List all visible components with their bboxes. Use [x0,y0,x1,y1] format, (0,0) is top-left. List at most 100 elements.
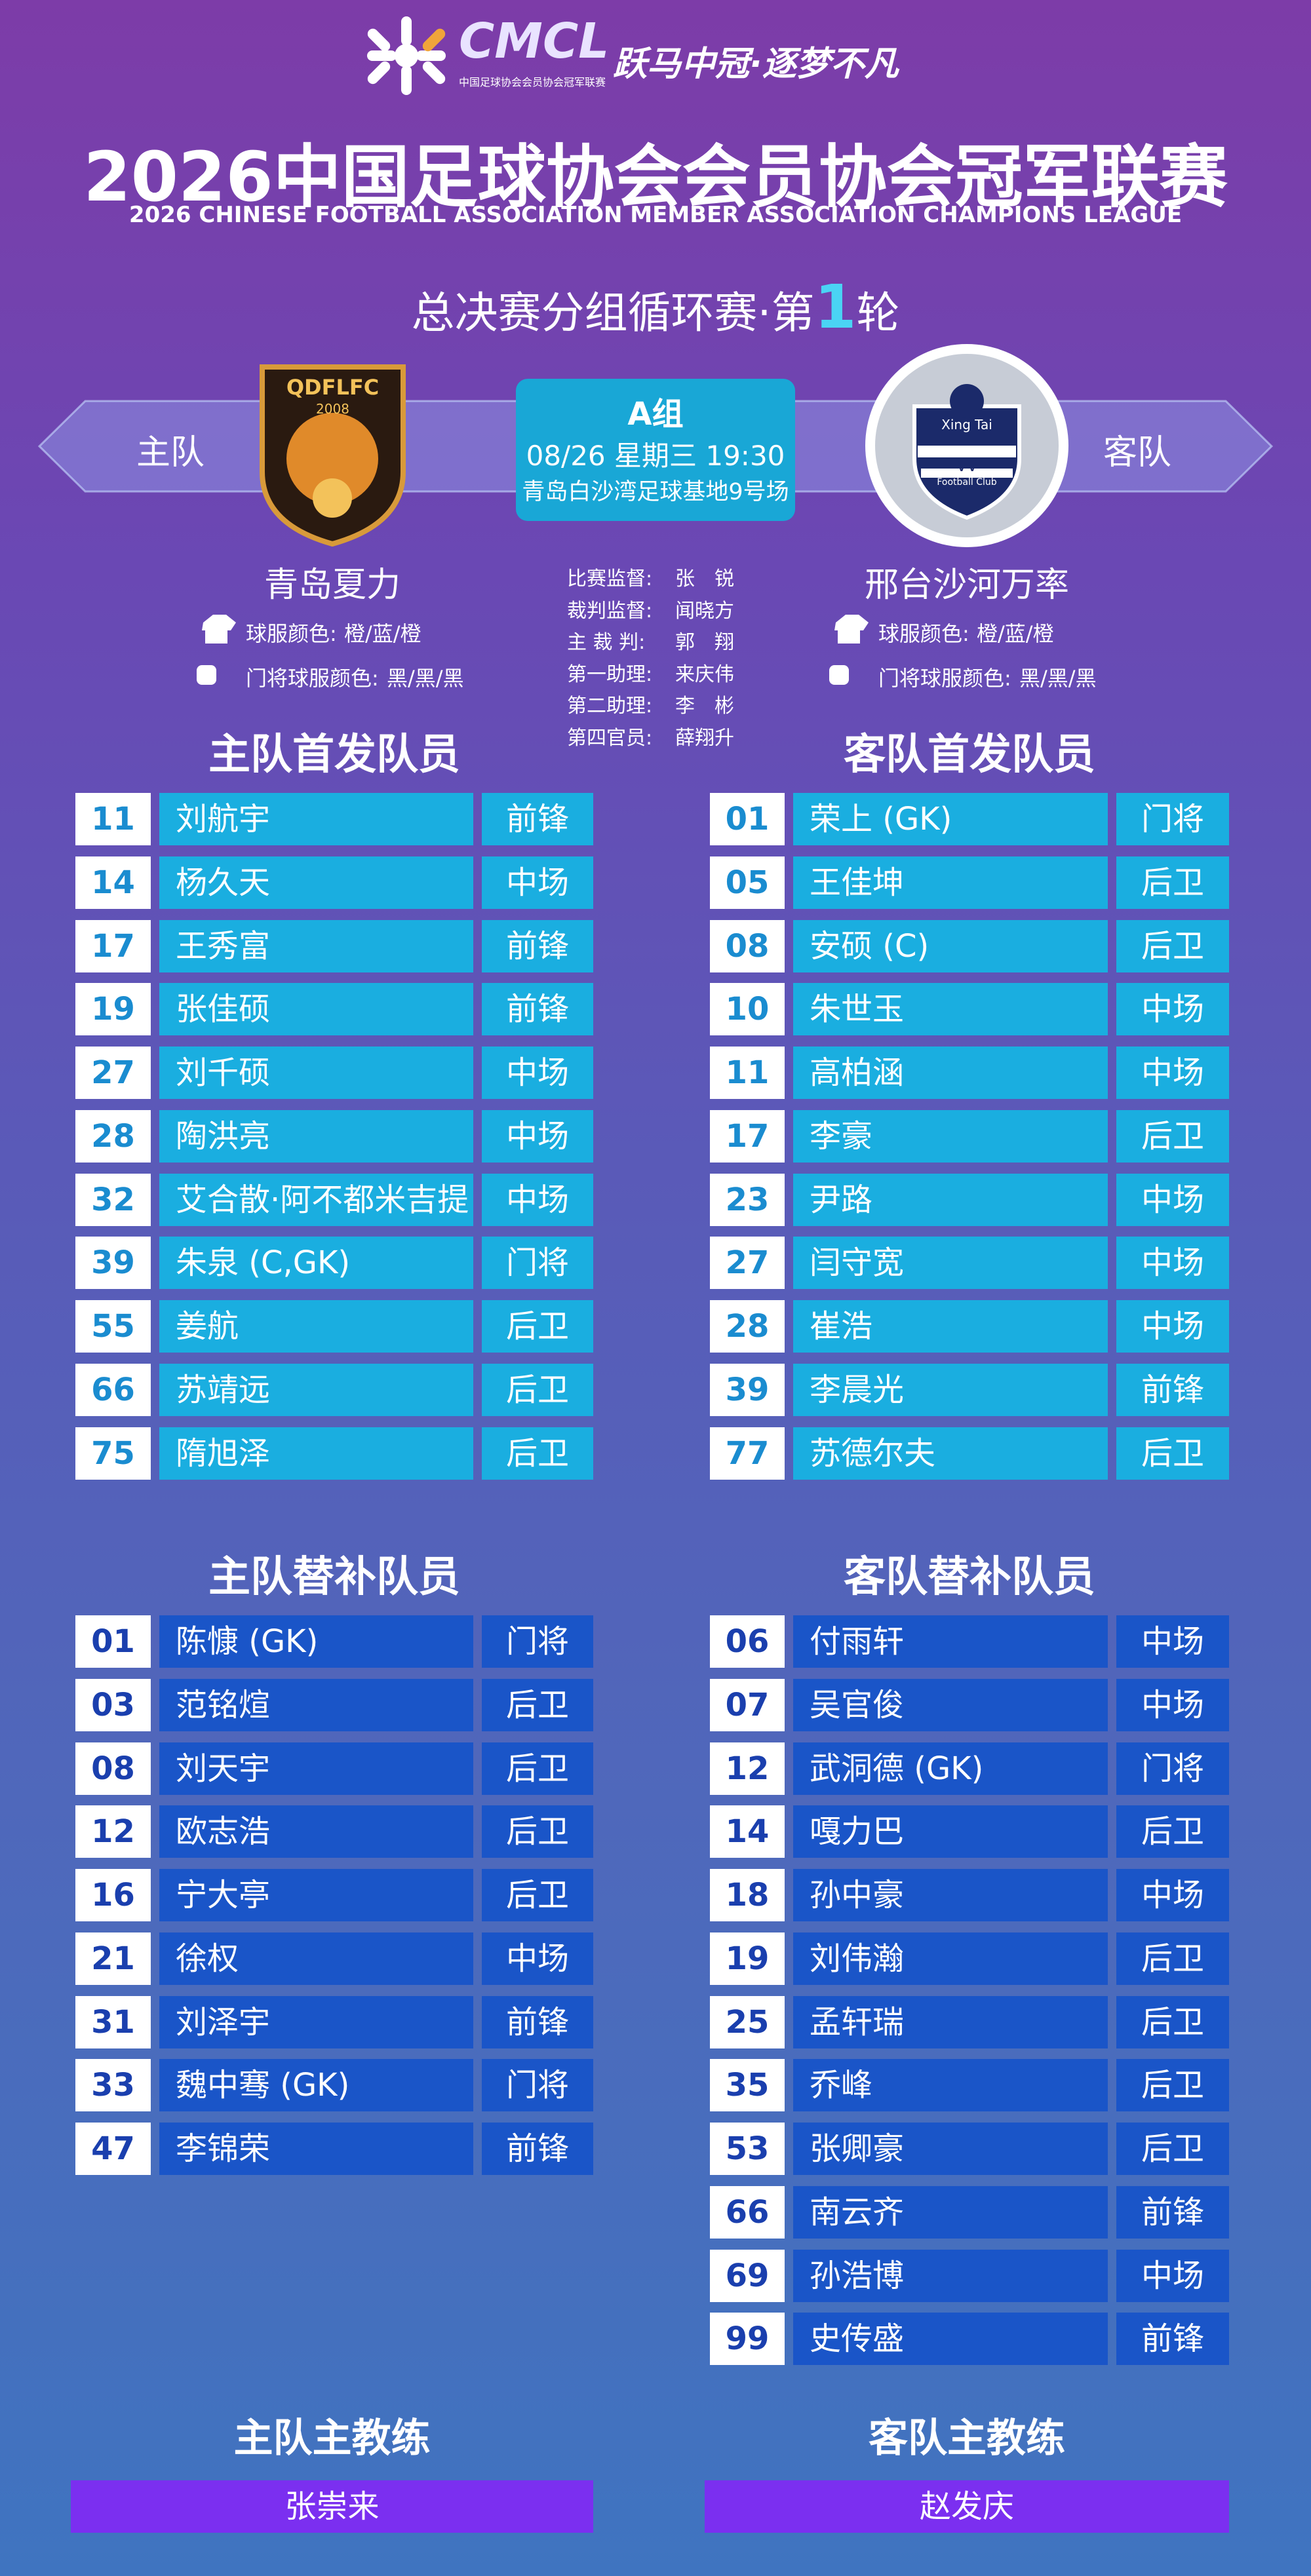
player-name: 刘千硕 [159,1047,473,1099]
player-number: 31 [75,1995,151,2048]
player-number: 55 [75,1300,151,1353]
player-name: 刘伟瀚 [793,1932,1108,1985]
player-name: 张卿豪 [793,2123,1108,2175]
player-name: 付雨轩 [793,1615,1108,1668]
home-logo [260,364,406,547]
player-number: 99 [710,2313,785,2366]
player-number: 11 [75,793,151,845]
gk-kit: 黑/黑/黑 [387,666,464,691]
section-title: 客队首发队员 [844,731,1095,779]
player-number: 28 [710,1300,785,1353]
player-number: 01 [710,793,785,845]
round-suffix: 轮 [856,288,900,338]
cmcl-icon [367,16,446,95]
round: 总决赛分组循环赛·第1轮 [0,272,1311,342]
player-name: 李锦荣 [159,2123,473,2175]
player-number: 05 [710,856,785,909]
player-position: 中场 [482,1173,593,1226]
player-name: 刘航宇 [159,793,473,845]
player-number: 66 [710,2185,785,2239]
section-title: 客队替补队员 [844,1553,1095,1602]
player-number: 21 [75,1932,151,1985]
player-position: 中场 [1116,983,1229,1036]
player-position: 门将 [482,1237,593,1290]
kit: 橙/蓝/橙 [977,621,1054,646]
player-name: 朱世玉 [793,983,1108,1036]
group: A组 [627,396,684,433]
player-number: 32 [75,1173,151,1226]
player-number: 17 [75,919,151,972]
player-position: 前锋 [482,793,593,845]
coach-name: 赵发庆 [919,2488,1014,2525]
official-role: 主 裁 判: [567,631,646,654]
official-name: 李 彬 [675,695,734,718]
player-number: 69 [710,2249,785,2302]
player-position: 中场 [482,1932,593,1985]
player-number: 53 [710,2123,785,2175]
player-name: 李晨光 [793,1363,1108,1416]
player-number: 35 [710,2059,785,2112]
player-number: 77 [710,1427,785,1480]
player-name: 艾合散·阿不都米吉提 [159,1173,473,1226]
title: 2026中国足球协会会员协会冠军联赛 [83,137,1228,217]
player-position: 中场 [1116,1047,1229,1099]
venue: 青岛白沙湾足球基地9号场 [522,479,789,505]
player-position: 前锋 [482,2123,593,2175]
player-position: 前锋 [1116,2185,1229,2239]
player-name: 武洞德 (GK) [793,1742,1108,1795]
player-position: 后卫 [1116,1109,1229,1163]
official-name: 张 锐 [675,567,734,590]
coach-bar [705,2480,1229,2533]
logo-text: CMCL [459,13,610,69]
away-logo [865,344,1068,547]
gk-kit-label: 门将球服颜色: [878,666,1011,691]
player-name: 王秀富 [159,919,473,972]
player-position: 前锋 [482,1995,593,2048]
player-position: 中场 [1116,1615,1229,1668]
player-name: 张佳硕 [159,983,473,1036]
player-name: 徐权 [159,1932,473,1985]
player-name: 荣上 (GK) [793,793,1108,845]
player-name: 孟轩瑞 [793,1995,1108,2048]
player-name: 孙中豪 [793,1869,1108,1921]
away-label: 客队 [1103,433,1171,472]
player-number: 47 [75,2123,151,2175]
player-position: 门将 [482,1615,593,1668]
player-number: 08 [710,919,785,972]
player-name: 刘天宇 [159,1742,473,1795]
player-position: 中场 [482,1047,593,1099]
home-logo-year: 2008 [316,401,349,417]
coach-label: 主队主教练 [233,2415,431,2461]
player-position: 中场 [1116,1300,1229,1353]
player-number: 18 [710,1869,785,1921]
player-name: 陈慷 (GK) [159,1615,473,1668]
player-number: 17 [710,1109,785,1163]
official-name: 闻晓方 [675,599,734,623]
player-name: 王佳坤 [793,856,1108,909]
player-number: 12 [75,1805,151,1858]
round-prefix: 总决赛分组循环赛·第 [411,288,815,338]
player-name: 苏德尔夫 [793,1427,1108,1480]
player-number: 25 [710,1995,785,2048]
player-name: 范铭煊 [159,1678,473,1731]
player-position: 中场 [1116,1237,1229,1290]
official-name: 来庆伟 [675,663,734,686]
player-number: 03 [75,1678,151,1731]
player-number: 10 [710,983,785,1036]
player-position: 后卫 [1116,1932,1229,1985]
home-label: 主队 [136,433,205,472]
away-logo-text: Xing Tai [941,417,992,433]
player-position: 门将 [1116,1742,1229,1795]
player-number: 14 [75,856,151,909]
player-number: 08 [75,1742,151,1795]
player-position: 前锋 [482,919,593,972]
player-name: 李豪 [793,1109,1108,1163]
player-position: 后卫 [482,1805,593,1858]
coach-label: 客队主教练 [869,2415,1065,2461]
player-name: 闫守宽 [793,1237,1108,1290]
player-name: 高柏涵 [793,1047,1108,1099]
away-logo-text: Football Club [937,477,997,488]
player-number: 27 [75,1047,151,1099]
player-position: 中场 [1116,1678,1229,1731]
